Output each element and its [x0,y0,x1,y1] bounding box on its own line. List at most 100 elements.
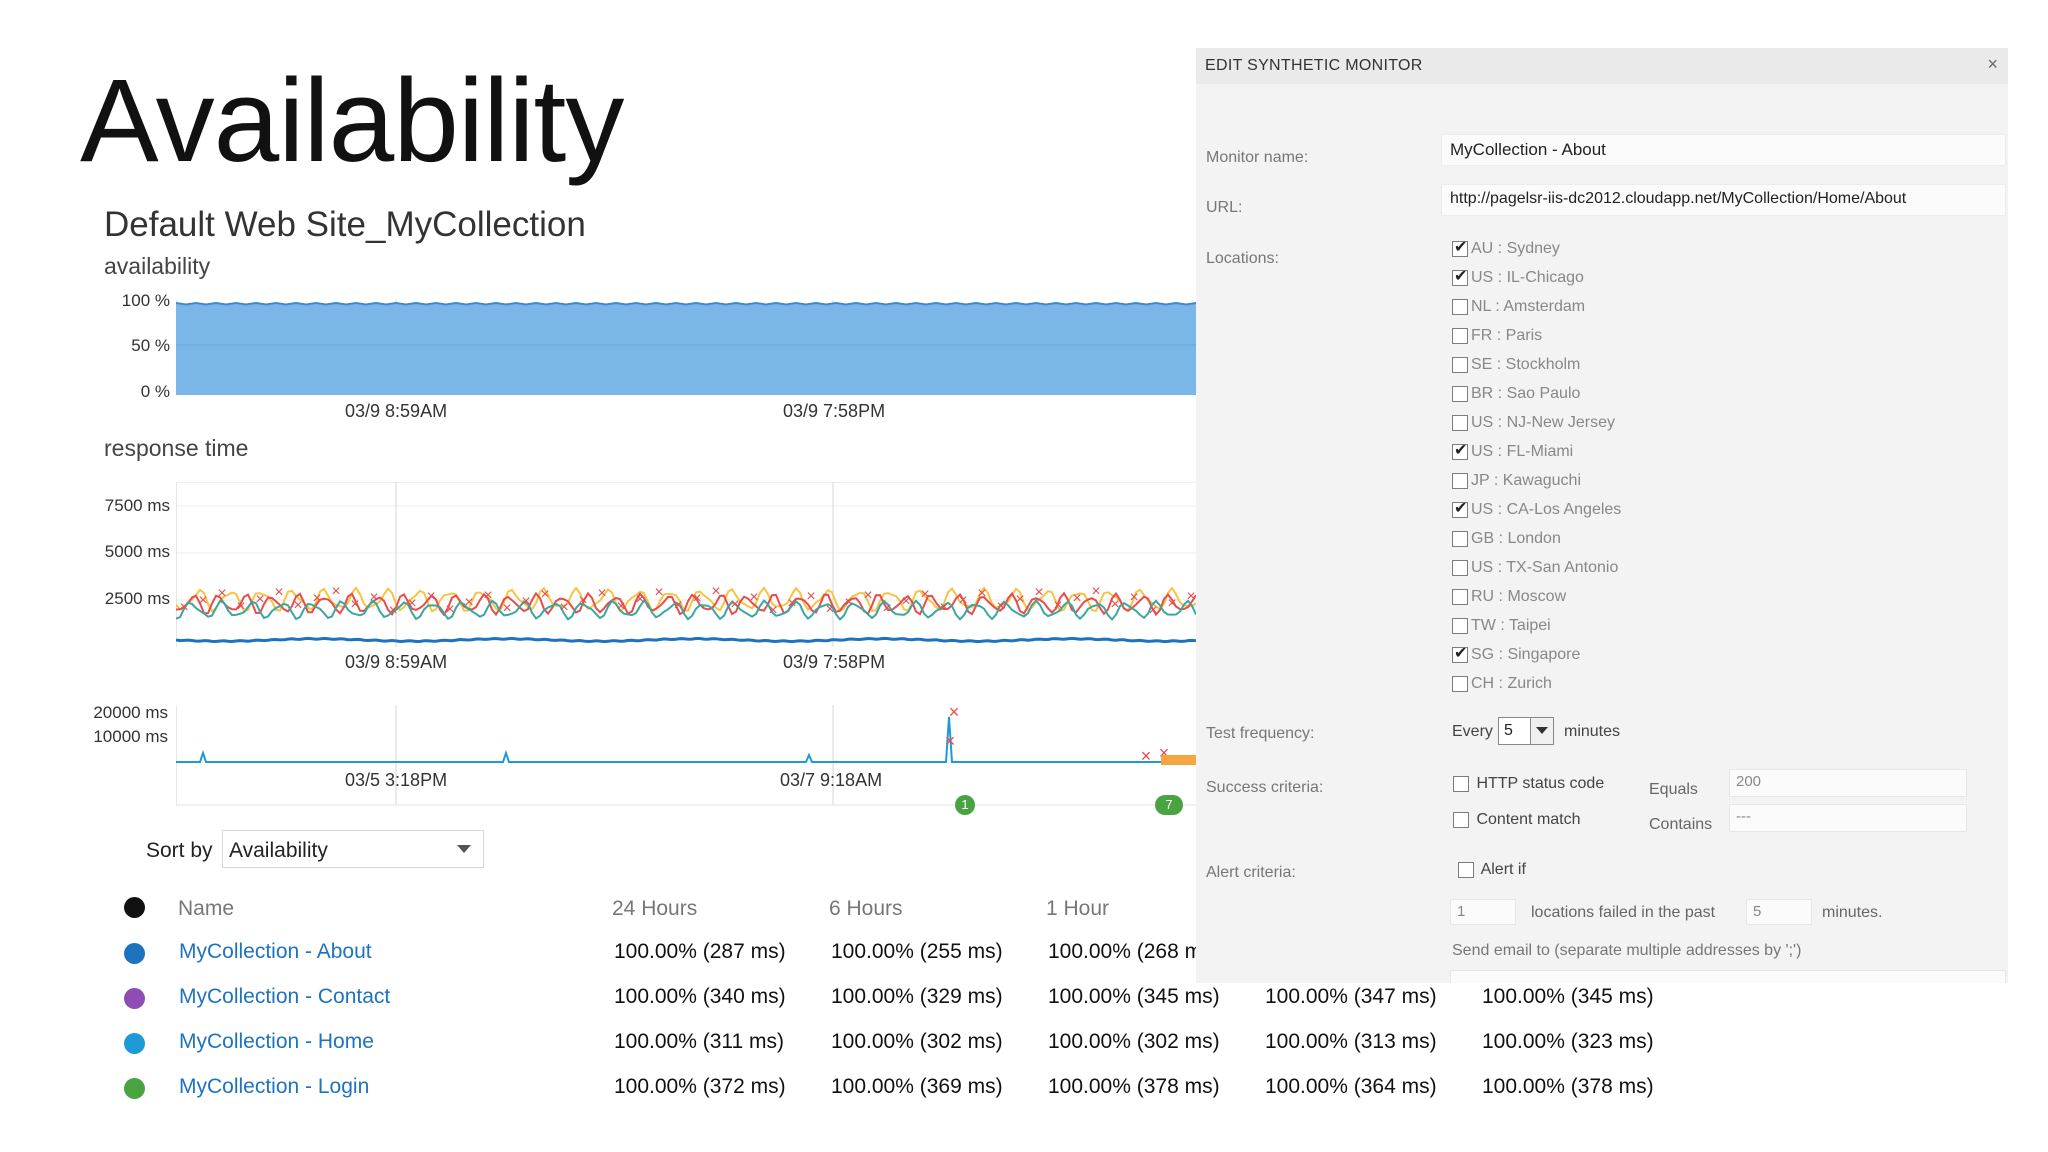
response-marker: × [236,598,245,615]
location-option[interactable]: GB : London [1452,530,1561,552]
location-checkbox[interactable] [1452,414,1468,431]
content-match-option[interactable]: Content match [1453,811,1581,829]
response-marker: × [996,598,1005,615]
monitor-name-input[interactable]: MyCollection - About [1441,134,2006,166]
location-checkbox[interactable] [1452,588,1468,605]
close-icon[interactable]: × [1987,54,1998,74]
table-row-name[interactable]: MyCollection - Login [179,1075,370,1098]
alert-if-checkbox[interactable] [1458,861,1474,878]
response-marker: × [768,602,777,619]
table-row-name[interactable]: MyCollection - Contact [179,985,391,1008]
location-checkbox[interactable] [1452,440,1468,460]
sort-select[interactable]: Availability [222,830,484,868]
panel-header: EDIT SYNTHETIC MONITOR × [1196,48,2008,84]
table-row-name[interactable]: MyCollection - About [179,940,372,963]
table-cell: 100.00% (255 ms) [831,940,1003,963]
table-cell: 100.00% (287 ms) [614,940,786,963]
location-label: SG : Singapore [1471,646,1581,663]
location-checkbox[interactable] [1452,559,1468,576]
location-option[interactable]: SG : Singapore [1452,643,1581,668]
location-checkbox[interactable] [1452,675,1468,692]
table-cell: 100.00% (329 ms) [831,985,1003,1008]
location-checkbox[interactable] [1452,643,1468,663]
response-marker: × [445,601,454,618]
location-checkbox[interactable] [1452,498,1468,518]
location-option[interactable]: CH : Zurich [1452,675,1552,697]
response-marker: × [958,592,967,609]
alert-if-option[interactable]: Alert if [1458,861,1526,879]
location-option[interactable]: US : FL-Miami [1452,440,1573,465]
frequency-select[interactable]: 5 [1498,717,1554,745]
location-label: JP : Kawaguchi [1471,472,1581,489]
location-checkbox[interactable] [1452,356,1468,373]
content-match-checkbox[interactable] [1453,811,1469,828]
location-checkbox[interactable] [1452,237,1468,257]
response-marker: × [597,585,606,602]
response-marker: × [882,600,891,617]
longterm-ytick: 20000 ms [93,703,168,722]
location-checkbox[interactable] [1452,298,1468,315]
longterm-marker: × [1141,746,1152,766]
response-marker: × [1015,591,1024,608]
response-marker: × [502,600,511,617]
frequency-prefix: Every [1452,723,1493,740]
response-marker: × [1072,590,1081,607]
location-option[interactable]: BR : Sao Paulo [1452,385,1580,407]
location-checkbox[interactable] [1452,266,1468,286]
email-input[interactable] [1450,970,2006,983]
location-option[interactable]: US : TX-San Antonio [1452,559,1618,581]
url-input[interactable]: http://pagelsr-iis-dc2012.cloudapp.net/M… [1441,184,2006,216]
location-option[interactable]: RU : Moscow [1452,588,1566,610]
location-option[interactable]: NL : Amsterdam [1452,298,1585,320]
response-heading: response time [104,435,249,461]
table-cell: 100.00% (372 ms) [614,1075,786,1098]
location-option[interactable]: US : IL-Chicago [1452,266,1584,291]
column-header-24h[interactable]: 24 Hours [612,897,698,920]
location-option[interactable]: JP : Kawaguchi [1452,472,1581,494]
sort-select-value: Availability [229,839,328,862]
longterm-xtick: 03/7 9:18AM [780,770,883,790]
table-row-name[interactable]: MyCollection - Home [179,1030,374,1053]
row-status-dot [124,943,145,964]
response-marker: × [977,585,986,602]
availability-chart [176,300,1196,395]
table-cell: 100.00% (345 ms) [1048,985,1220,1008]
alert-locations-input[interactable]: 1 [1450,899,1516,925]
table-cell: 100.00% (268 m [1048,940,1196,963]
location-checkbox[interactable] [1452,472,1468,489]
event-badge[interactable]: 1 [955,795,975,815]
location-label: TW : Taipei [1471,617,1551,634]
http-status-checkbox[interactable] [1453,775,1469,792]
response-marker: × [521,593,530,610]
location-option[interactable]: TW : Taipei [1452,617,1551,639]
response-ytick: 2500 ms [104,589,170,608]
alert-minutes-text: minutes. [1822,904,1883,921]
location-checkbox[interactable] [1452,385,1468,402]
location-checkbox[interactable] [1452,530,1468,547]
column-header-name[interactable]: Name [178,897,235,920]
contains-input[interactable]: --- [1729,804,1967,832]
table-cell: 100.00% (345 ms) [1482,985,1654,1008]
location-option[interactable]: AU : Sydney [1452,237,1560,262]
response-marker: × [293,597,302,614]
location-option[interactable]: FR : Paris [1452,327,1542,349]
response-marker: × [901,593,910,610]
alert-if-label: Alert if [1480,861,1526,878]
location-option[interactable]: US : NJ-New Jersey [1452,414,1615,436]
http-status-option[interactable]: HTTP status code [1453,775,1604,793]
event-badge[interactable]: 7 [1155,795,1183,815]
equals-input[interactable]: 200 [1729,769,1967,797]
alert-minutes-input[interactable]: 5 [1746,899,1812,925]
response-marker: × [673,597,682,614]
location-option[interactable]: US : CA-Los Angeles [1452,498,1621,523]
column-header-1h[interactable]: 1 Hour [1046,897,1110,920]
location-option[interactable]: SE : Stockholm [1452,356,1580,378]
equals-label: Equals [1649,781,1698,798]
response-marker: × [540,586,549,603]
column-header-6h[interactable]: 6 Hours [829,897,903,920]
location-checkbox[interactable] [1452,327,1468,344]
chevron-down-icon [457,845,471,853]
location-checkbox[interactable] [1452,617,1468,634]
response-marker: × [825,601,834,618]
table-cell: 100.00% (311 ms) [614,1030,785,1053]
